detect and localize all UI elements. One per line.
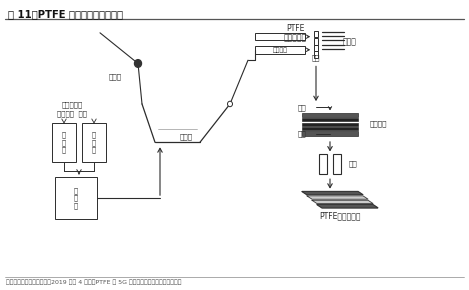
Bar (302, 118, 358, 122)
Bar (302, 123, 358, 126)
Text: 铜箔: 铜箔 (298, 104, 307, 110)
Bar (314, 51, 318, 58)
Text: PTFE高频覆铜板: PTFE高频覆铜板 (319, 211, 361, 220)
Text: 计
量
槽: 计 量 槽 (92, 131, 96, 153)
Bar (302, 113, 358, 117)
Text: 资料来源：《有机氟工业》2019 年第 4 期，《PTFE 在 5G 通讯领域的应用进展》，汤阳等: 资料来源：《有机氟工业》2019 年第 4 期，《PTFE 在 5G 通讯领域的… (6, 279, 182, 285)
Text: 分切: 分切 (312, 55, 320, 61)
Bar (333, 154, 341, 174)
Text: 聚四氟乙烯: 聚四氟乙烯 (61, 102, 83, 108)
Polygon shape (307, 196, 368, 199)
Bar (255, 46, 305, 54)
Polygon shape (302, 191, 363, 195)
Bar (302, 131, 358, 136)
Text: 浸渍玻纤布: 浸渍玻纤布 (283, 34, 307, 43)
Polygon shape (312, 200, 373, 204)
Text: 浸渍槽: 浸渍槽 (180, 133, 193, 140)
Text: PTFE: PTFE (286, 24, 304, 33)
Text: 层压: 层压 (348, 161, 357, 167)
Bar (314, 45, 318, 51)
Polygon shape (317, 205, 378, 208)
Text: 铜箔: 铜箔 (298, 130, 307, 137)
Bar (52, 123, 76, 162)
Text: 计
量
槽: 计 量 槽 (62, 131, 66, 153)
Circle shape (227, 101, 233, 107)
Text: 双面覆铜: 双面覆铜 (369, 120, 387, 127)
Text: 玻纤布: 玻纤布 (108, 73, 121, 80)
Bar (314, 38, 318, 45)
Text: 图 11：PTFE 覆铜板生产工艺流程: 图 11：PTFE 覆铜板生产工艺流程 (8, 9, 123, 19)
Text: 混
合
槽: 混 合 槽 (74, 187, 78, 209)
Text: 分散乳液  助剂: 分散乳液 助剂 (57, 110, 87, 117)
Text: 浸渍片: 浸渍片 (343, 37, 357, 46)
Bar (55, 177, 97, 219)
Bar (314, 31, 318, 37)
Text: 高温烧结: 高温烧结 (272, 48, 287, 53)
Bar (319, 154, 327, 174)
Bar (82, 123, 106, 162)
Circle shape (135, 60, 142, 67)
Bar (302, 127, 358, 130)
Bar (255, 33, 305, 41)
